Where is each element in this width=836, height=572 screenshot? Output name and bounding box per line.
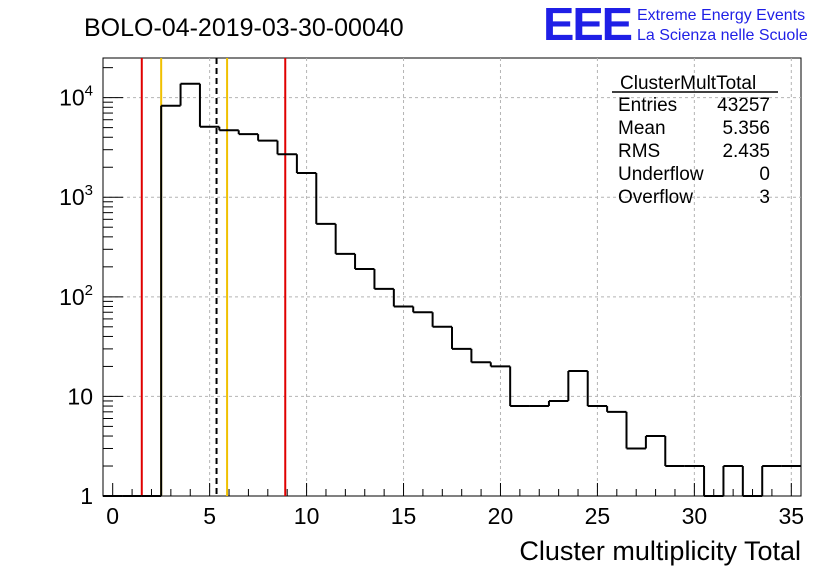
stats-row-label: RMS bbox=[618, 141, 660, 162]
stats-row-value: 5.356 bbox=[722, 118, 770, 139]
chart-title: BOLO-04-2019-03-30-00040 bbox=[84, 14, 404, 42]
stats-box-rows: Entries 43257 Mean 5.356 RMS 2.435 Underflow 0 O… bbox=[618, 95, 770, 208]
stats-row-value: 43257 bbox=[717, 95, 770, 116]
stats-box-title: ClusterMultTotal bbox=[620, 73, 756, 94]
histogram-bins bbox=[103, 82, 801, 497]
stats-box: ClusterMultTotal Entries 43257 Mean 5.356 RM… bbox=[612, 73, 778, 208]
x-tick-label: 0 bbox=[106, 503, 119, 529]
x-tick-label: 5 bbox=[203, 503, 216, 529]
marker-lines bbox=[140, 58, 287, 496]
y-tick-label: 103 bbox=[59, 182, 93, 210]
x-tick-label: 10 bbox=[294, 503, 320, 529]
y-tick-label: 1 bbox=[80, 483, 93, 509]
eee-logo: EEE Extreme Energy Events La Scienza nel… bbox=[543, 0, 808, 50]
logo-line-2: La Scienza nelle Scuole bbox=[637, 27, 808, 44]
x-tick-label: 20 bbox=[488, 503, 514, 529]
stats-row-label: Mean bbox=[618, 118, 666, 139]
stats-row-value: 2.435 bbox=[722, 141, 770, 162]
y-tick-label: 104 bbox=[59, 83, 93, 111]
y-tick-label: 102 bbox=[59, 282, 93, 310]
x-tick-label: 25 bbox=[585, 503, 611, 529]
stats-row-value: 3 bbox=[759, 187, 770, 208]
y-axis: 1 10 102 103 104 bbox=[59, 67, 123, 509]
x-tick-label: 30 bbox=[682, 503, 708, 529]
x-tick-label: 35 bbox=[779, 503, 805, 529]
x-tick-label: 15 bbox=[391, 503, 417, 529]
grid-lines bbox=[103, 58, 801, 496]
stats-row-value: 0 bbox=[759, 164, 770, 185]
x-axis-label: Cluster multiplicity Total bbox=[519, 536, 801, 566]
logo-line-1: Extreme Energy Events bbox=[637, 7, 805, 24]
y-tick-label: 10 bbox=[67, 383, 93, 409]
stats-row-label: Underflow bbox=[618, 164, 704, 185]
plot-frame bbox=[102, 57, 802, 497]
logo-mark: EEE bbox=[543, 0, 631, 50]
stats-row-label: Overflow bbox=[618, 187, 693, 208]
stats-row-label: Entries bbox=[618, 95, 677, 116]
x-axis: 0 5 10 15 20 25 30 35 bbox=[106, 483, 804, 529]
